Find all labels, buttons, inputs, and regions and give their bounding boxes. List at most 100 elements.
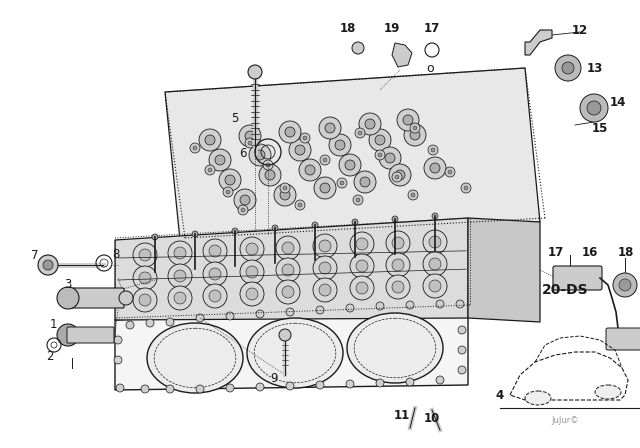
Circle shape (152, 234, 158, 240)
Circle shape (282, 286, 294, 298)
Circle shape (337, 178, 347, 188)
Circle shape (245, 138, 255, 148)
Circle shape (196, 385, 204, 393)
Text: 9: 9 (270, 371, 278, 384)
Circle shape (246, 266, 258, 278)
Text: 11: 11 (394, 409, 410, 422)
Circle shape (397, 109, 419, 131)
Circle shape (316, 306, 324, 314)
Circle shape (346, 304, 354, 312)
Circle shape (345, 160, 355, 170)
Circle shape (429, 258, 441, 270)
Ellipse shape (525, 391, 551, 405)
Circle shape (245, 131, 255, 141)
Circle shape (587, 101, 601, 115)
Polygon shape (392, 43, 412, 67)
Text: 12: 12 (572, 23, 588, 36)
Circle shape (239, 125, 261, 147)
Circle shape (456, 300, 464, 308)
Text: 20-DS: 20-DS (541, 283, 588, 297)
Circle shape (226, 312, 234, 320)
Circle shape (319, 284, 331, 296)
Circle shape (203, 284, 227, 308)
Circle shape (386, 275, 410, 299)
Circle shape (320, 183, 330, 193)
Circle shape (226, 384, 234, 392)
Circle shape (352, 219, 358, 225)
Circle shape (146, 319, 154, 327)
Circle shape (350, 276, 374, 300)
Circle shape (139, 294, 151, 306)
Text: 1: 1 (49, 318, 57, 331)
Circle shape (168, 241, 192, 265)
Circle shape (389, 164, 411, 186)
Text: 8: 8 (112, 247, 120, 260)
Text: 17: 17 (548, 246, 564, 258)
Circle shape (320, 155, 330, 165)
Circle shape (276, 236, 300, 260)
Circle shape (274, 184, 296, 206)
Circle shape (241, 208, 245, 212)
Circle shape (385, 153, 395, 163)
Circle shape (276, 258, 300, 282)
Circle shape (298, 203, 302, 207)
Circle shape (265, 170, 275, 180)
Circle shape (356, 282, 368, 294)
Circle shape (350, 254, 374, 278)
Ellipse shape (595, 385, 621, 399)
Circle shape (248, 141, 252, 145)
Circle shape (190, 143, 200, 153)
Circle shape (619, 279, 631, 291)
Text: 15: 15 (592, 121, 608, 134)
Circle shape (249, 144, 271, 166)
Circle shape (193, 146, 197, 150)
Text: 16: 16 (582, 246, 598, 258)
Circle shape (430, 163, 440, 173)
Circle shape (353, 195, 363, 205)
Circle shape (365, 119, 375, 129)
Circle shape (232, 228, 238, 234)
Circle shape (313, 234, 337, 258)
Circle shape (350, 232, 374, 256)
Circle shape (431, 148, 435, 152)
Circle shape (352, 42, 364, 54)
Circle shape (408, 190, 418, 200)
Circle shape (199, 129, 221, 151)
Circle shape (263, 160, 273, 170)
Polygon shape (115, 218, 468, 320)
Circle shape (225, 175, 235, 185)
Circle shape (613, 273, 637, 297)
Circle shape (57, 287, 79, 309)
Circle shape (376, 302, 384, 310)
Circle shape (392, 237, 404, 249)
Circle shape (38, 255, 58, 275)
Circle shape (359, 113, 381, 135)
Circle shape (174, 247, 186, 259)
Polygon shape (525, 30, 552, 55)
Circle shape (392, 281, 404, 293)
Circle shape (282, 264, 294, 276)
Circle shape (406, 301, 414, 309)
Circle shape (410, 130, 420, 140)
Circle shape (280, 183, 290, 193)
Circle shape (119, 291, 133, 305)
Circle shape (174, 270, 186, 282)
Circle shape (276, 280, 300, 304)
Circle shape (295, 145, 305, 155)
Circle shape (423, 274, 447, 298)
Circle shape (395, 170, 405, 180)
Circle shape (335, 140, 345, 150)
Text: 13: 13 (587, 61, 603, 74)
Circle shape (436, 376, 444, 384)
Text: o: o (426, 61, 434, 74)
Polygon shape (115, 305, 468, 390)
Circle shape (458, 326, 466, 334)
Circle shape (248, 65, 262, 79)
Circle shape (411, 193, 415, 197)
Circle shape (215, 155, 225, 165)
Circle shape (413, 126, 417, 130)
Circle shape (303, 136, 307, 140)
Circle shape (358, 131, 362, 135)
Circle shape (386, 253, 410, 277)
Circle shape (356, 238, 368, 250)
